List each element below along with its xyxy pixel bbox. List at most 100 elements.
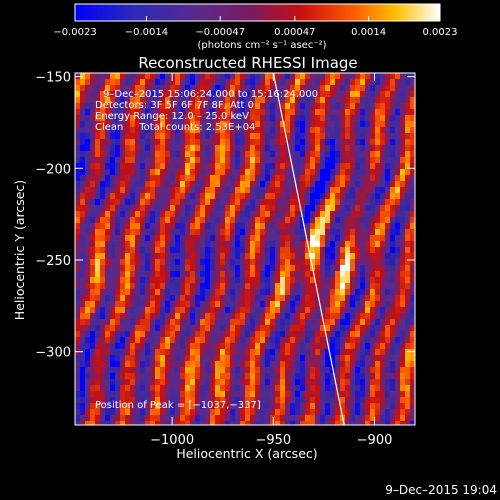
heatmap-cell	[130, 241, 136, 248]
heatmap-cell	[230, 313, 236, 320]
heatmap-cell	[355, 205, 361, 212]
heatmap-cell	[355, 289, 361, 296]
heatmap-cell	[245, 265, 251, 272]
heatmap-cell	[225, 331, 231, 338]
heatmap-cell	[280, 247, 286, 254]
heatmap-cell	[330, 289, 336, 296]
heatmap-cell	[215, 421, 221, 425]
heatmap-cell	[300, 157, 306, 164]
heatmap-cell	[275, 187, 281, 194]
heatmap-cell	[365, 127, 371, 134]
heatmap-cell	[80, 103, 86, 110]
heatmap-cell	[275, 265, 281, 272]
heatmap-cell	[200, 187, 206, 194]
heatmap-cell	[410, 223, 415, 230]
heatmap-cell	[305, 301, 311, 308]
heatmap-cell	[350, 391, 356, 398]
heatmap-cell	[230, 271, 236, 278]
heatmap-cell	[260, 85, 266, 92]
heatmap-cell	[130, 151, 136, 158]
heatmap-cell	[330, 199, 336, 206]
heatmap-cell	[125, 175, 131, 182]
heatmap-cell	[295, 145, 301, 152]
heatmap-cell	[200, 421, 206, 425]
heatmap-cell	[135, 115, 141, 122]
heatmap-cell	[270, 301, 276, 308]
heatmap-cell	[215, 181, 221, 188]
heatmap-cell	[395, 415, 401, 422]
heatmap-cell	[275, 79, 281, 86]
heatmap-cell	[275, 403, 281, 410]
heatmap-cell	[360, 241, 366, 248]
heatmap-cell	[275, 331, 281, 338]
heatmap-cell	[245, 295, 251, 302]
heatmap-cell	[105, 337, 111, 344]
heatmap-cell	[260, 379, 266, 386]
heatmap-cell	[310, 187, 316, 194]
heatmap-cell	[355, 151, 361, 158]
heatmap-cell	[280, 223, 286, 230]
heatmap-cell	[120, 193, 126, 200]
heatmap-cell	[220, 343, 226, 350]
heatmap-cell	[110, 145, 116, 152]
heatmap-cell	[145, 235, 151, 242]
heatmap-cell	[95, 397, 101, 404]
heatmap-cell	[320, 157, 326, 164]
heatmap-cell	[80, 91, 86, 98]
heatmap-cell	[260, 229, 266, 236]
heatmap-cell	[180, 373, 186, 380]
heatmap-cell	[250, 79, 256, 86]
heatmap-cell	[285, 205, 291, 212]
heatmap-cell	[225, 181, 231, 188]
heatmap-cell	[80, 115, 86, 122]
heatmap-cell	[355, 349, 361, 356]
heatmap-cell	[375, 271, 381, 278]
heatmap-cell	[405, 139, 411, 146]
heatmap-cell	[135, 193, 141, 200]
heatmap-cell	[80, 271, 86, 278]
heatmap-cell	[185, 421, 191, 425]
heatmap-cell	[250, 259, 256, 266]
heatmap-cell	[255, 283, 261, 290]
heatmap-cell	[195, 325, 201, 332]
heatmap-cell	[355, 145, 361, 152]
heatmap-cell	[315, 109, 321, 116]
heatmap-cell	[220, 103, 226, 110]
heatmap-cell	[125, 157, 131, 164]
heatmap-cell	[350, 235, 356, 242]
heatmap-cell	[110, 217, 116, 224]
heatmap-cell	[360, 229, 366, 236]
heatmap-cell	[410, 217, 415, 224]
heatmap-cell	[175, 139, 181, 146]
heatmap-cell	[75, 163, 81, 170]
heatmap-cell	[130, 373, 136, 380]
heatmap-cell	[265, 403, 271, 410]
heatmap-cell	[175, 277, 181, 284]
heatmap-cell	[195, 199, 201, 206]
heatmap-cell	[280, 97, 286, 104]
heatmap-cell	[285, 373, 291, 380]
heatmap-cell	[125, 391, 131, 398]
heatmap-cell	[290, 307, 296, 314]
heatmap-cell	[350, 109, 356, 116]
heatmap-cell	[315, 343, 321, 350]
heatmap-cell	[140, 151, 146, 158]
heatmap-cell	[305, 409, 311, 416]
heatmap-cell	[205, 289, 211, 296]
heatmap-cell	[225, 247, 231, 254]
heatmap-cell	[210, 361, 216, 368]
heatmap-cell	[405, 241, 411, 248]
heatmap-cell	[340, 241, 346, 248]
heatmap-cell	[170, 127, 176, 134]
heatmap-cell	[100, 241, 106, 248]
heatmap-cell	[130, 367, 136, 374]
heatmap-cell	[290, 247, 296, 254]
heatmap-cell	[325, 91, 331, 98]
heatmap-cell	[405, 271, 411, 278]
heatmap-cell	[410, 283, 415, 290]
heatmap-cell	[145, 343, 151, 350]
heatmap-cell	[140, 235, 146, 242]
heatmap-cell	[405, 97, 411, 104]
heatmap-cell	[270, 403, 276, 410]
heatmap-cell	[200, 259, 206, 266]
